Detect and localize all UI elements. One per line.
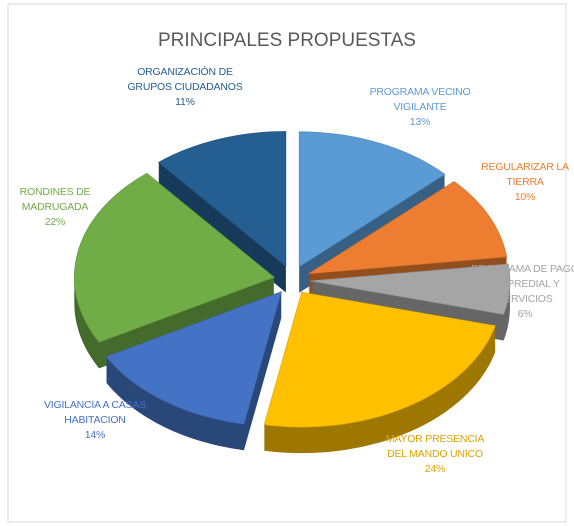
data-label: ORGANIZACIÓN DE GRUPOS CIUDADANOS 11% bbox=[125, 65, 245, 110]
data-label: REGULARIZAR LA TIERRA 10% bbox=[465, 160, 574, 205]
value-label: 11% bbox=[175, 96, 195, 108]
value-label: 14% bbox=[84, 429, 106, 441]
slice bbox=[157, 131, 287, 268]
chart-title: PRINCIPALES PROPUESTAS bbox=[158, 30, 416, 51]
category-label: PROGRAMA DE PAGO DE PREDIAL Y SERVICIOS bbox=[471, 263, 574, 305]
data-label: PROGRAMA VECINO VIGILANTE 13% bbox=[360, 85, 480, 130]
slice bbox=[309, 263, 511, 315]
value-label: 13% bbox=[409, 116, 431, 128]
value-label: 24% bbox=[424, 463, 446, 475]
data-label: VIGILANCIA A CASAS HABITACION 14% bbox=[35, 398, 155, 443]
value-label: 6% bbox=[517, 308, 533, 320]
category-label: VIGILANCIA A CASAS HABITACION bbox=[43, 399, 147, 426]
value-label: 22% bbox=[44, 216, 66, 228]
slice bbox=[263, 291, 496, 428]
slice bbox=[74, 172, 275, 343]
category-label: REGULARIZAR LA TIERRA bbox=[481, 161, 569, 188]
value-label: 10% bbox=[514, 191, 536, 203]
category-label: MAYOR PRESENCIA DEL MANDO UNICO bbox=[385, 433, 485, 460]
data-label: RONDINES DE MADRUGADA 22% bbox=[0, 185, 115, 230]
data-label: PROGRAMA DE PAGO DE PREDIAL Y SERVICIOS 6… bbox=[465, 262, 574, 322]
slice bbox=[105, 291, 282, 425]
slice bbox=[298, 131, 446, 268]
data-label: MAYOR PRESENCIA DEL MANDO UNICO 24% bbox=[375, 432, 495, 477]
category-label: PROGRAMA VECINO VIGILANTE bbox=[369, 86, 471, 113]
slice bbox=[308, 181, 508, 275]
category-label: RONDINES DE MADRUGADA bbox=[19, 186, 91, 213]
category-label: ORGANIZACIÓN DE GRUPOS CIUDADANOS bbox=[127, 66, 243, 93]
